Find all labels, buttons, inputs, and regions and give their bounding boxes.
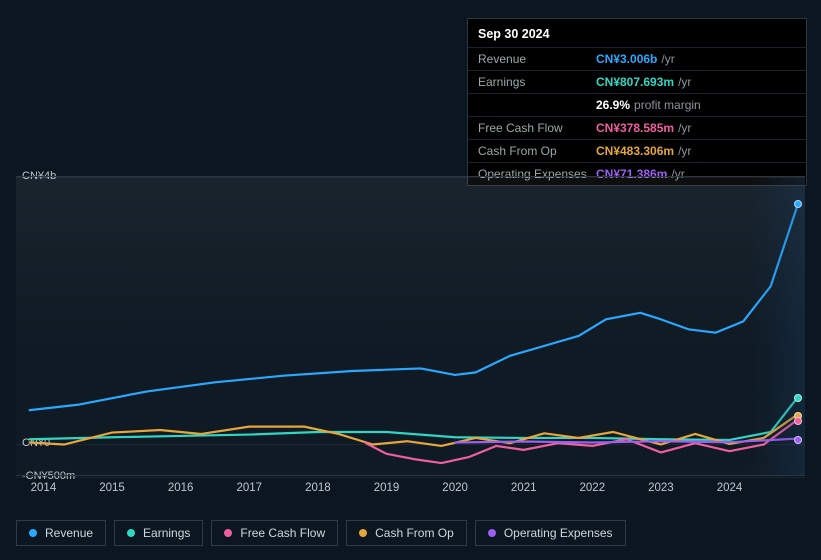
- tooltip-row-value: 26.9%: [596, 98, 630, 112]
- legend-label: Cash From Op: [375, 526, 454, 540]
- series-revenue: [30, 204, 798, 411]
- gridline: [16, 444, 805, 445]
- gridline: [16, 477, 805, 478]
- tooltip-row-value: CN¥3.006b: [596, 52, 657, 66]
- tooltip-row: Free Cash FlowCN¥378.585m/yr: [468, 116, 806, 139]
- legend-dot-icon: [224, 529, 232, 537]
- legend-label: Operating Expenses: [504, 526, 613, 540]
- tooltip-row-label: Revenue: [478, 52, 596, 66]
- tooltip-row-value: CN¥807.693m: [596, 75, 674, 89]
- tooltip-date: Sep 30 2024: [468, 19, 806, 47]
- future-shade: [750, 177, 805, 475]
- legend-dot-icon: [127, 529, 135, 537]
- x-axis-label: 2020: [442, 482, 468, 494]
- tooltip-row-value: CN¥378.585m: [596, 121, 674, 135]
- x-axis-label: 2018: [305, 482, 331, 494]
- legend-label: Free Cash Flow: [240, 526, 325, 540]
- gridline: [16, 177, 805, 178]
- legend-item-cash_from_op[interactable]: Cash From Op: [346, 520, 467, 546]
- x-axis-label: 2015: [99, 482, 125, 494]
- tooltip-row-label: Earnings: [478, 75, 596, 89]
- tooltip-row: RevenueCN¥3.006b/yr: [468, 47, 806, 70]
- x-axis-label: 2016: [168, 482, 194, 494]
- legend-dot-icon: [29, 529, 37, 537]
- tooltip-row-unit: /yr: [678, 75, 691, 89]
- tooltip-row-sub: profit margin: [634, 98, 701, 112]
- tooltip-row-label: Free Cash Flow: [478, 121, 596, 135]
- x-axis-label: 2014: [31, 482, 57, 494]
- x-axis-label: 2021: [511, 482, 537, 494]
- x-axis-label: 2022: [580, 482, 606, 494]
- series-end-dot: [794, 394, 802, 402]
- legend-dot-icon: [488, 529, 496, 537]
- tooltip-row: 26.9% profit margin: [468, 93, 806, 116]
- legend-item-earnings[interactable]: Earnings: [114, 520, 203, 546]
- legend-label: Earnings: [143, 526, 190, 540]
- tooltip-row-value: CN¥483.306m: [596, 144, 674, 158]
- tooltip-row-unit: /yr: [678, 144, 691, 158]
- tooltip-row: EarningsCN¥807.693m/yr: [468, 70, 806, 93]
- legend-label: Revenue: [45, 526, 93, 540]
- x-axis-label: 2019: [374, 482, 400, 494]
- financials-chart: CN¥4bCN¥0-CN¥500m 2014201520162017201820…: [16, 158, 805, 546]
- series-end-dot: [794, 200, 802, 208]
- legend-item-revenue[interactable]: Revenue: [16, 520, 106, 546]
- x-axis-label: 2023: [648, 482, 674, 494]
- series-end-dot: [794, 436, 802, 444]
- legend-item-free_cash_flow[interactable]: Free Cash Flow: [211, 520, 338, 546]
- legend-item-operating_expenses[interactable]: Operating Expenses: [475, 520, 626, 546]
- legend-dot-icon: [359, 529, 367, 537]
- chart-lines: [16, 177, 805, 475]
- chart-legend: Revenue Earnings Free Cash Flow Cash From O…: [16, 520, 626, 546]
- series-end-dot: [794, 417, 802, 425]
- tooltip-row-label: Cash From Op: [478, 144, 596, 158]
- chart-plot-area[interactable]: [16, 176, 805, 476]
- x-axis-label: 2024: [717, 482, 743, 494]
- tooltip-row-unit: /yr: [661, 52, 674, 66]
- series-earnings: [30, 397, 798, 440]
- x-axis-label: 2017: [236, 482, 262, 494]
- tooltip-row-unit: /yr: [678, 121, 691, 135]
